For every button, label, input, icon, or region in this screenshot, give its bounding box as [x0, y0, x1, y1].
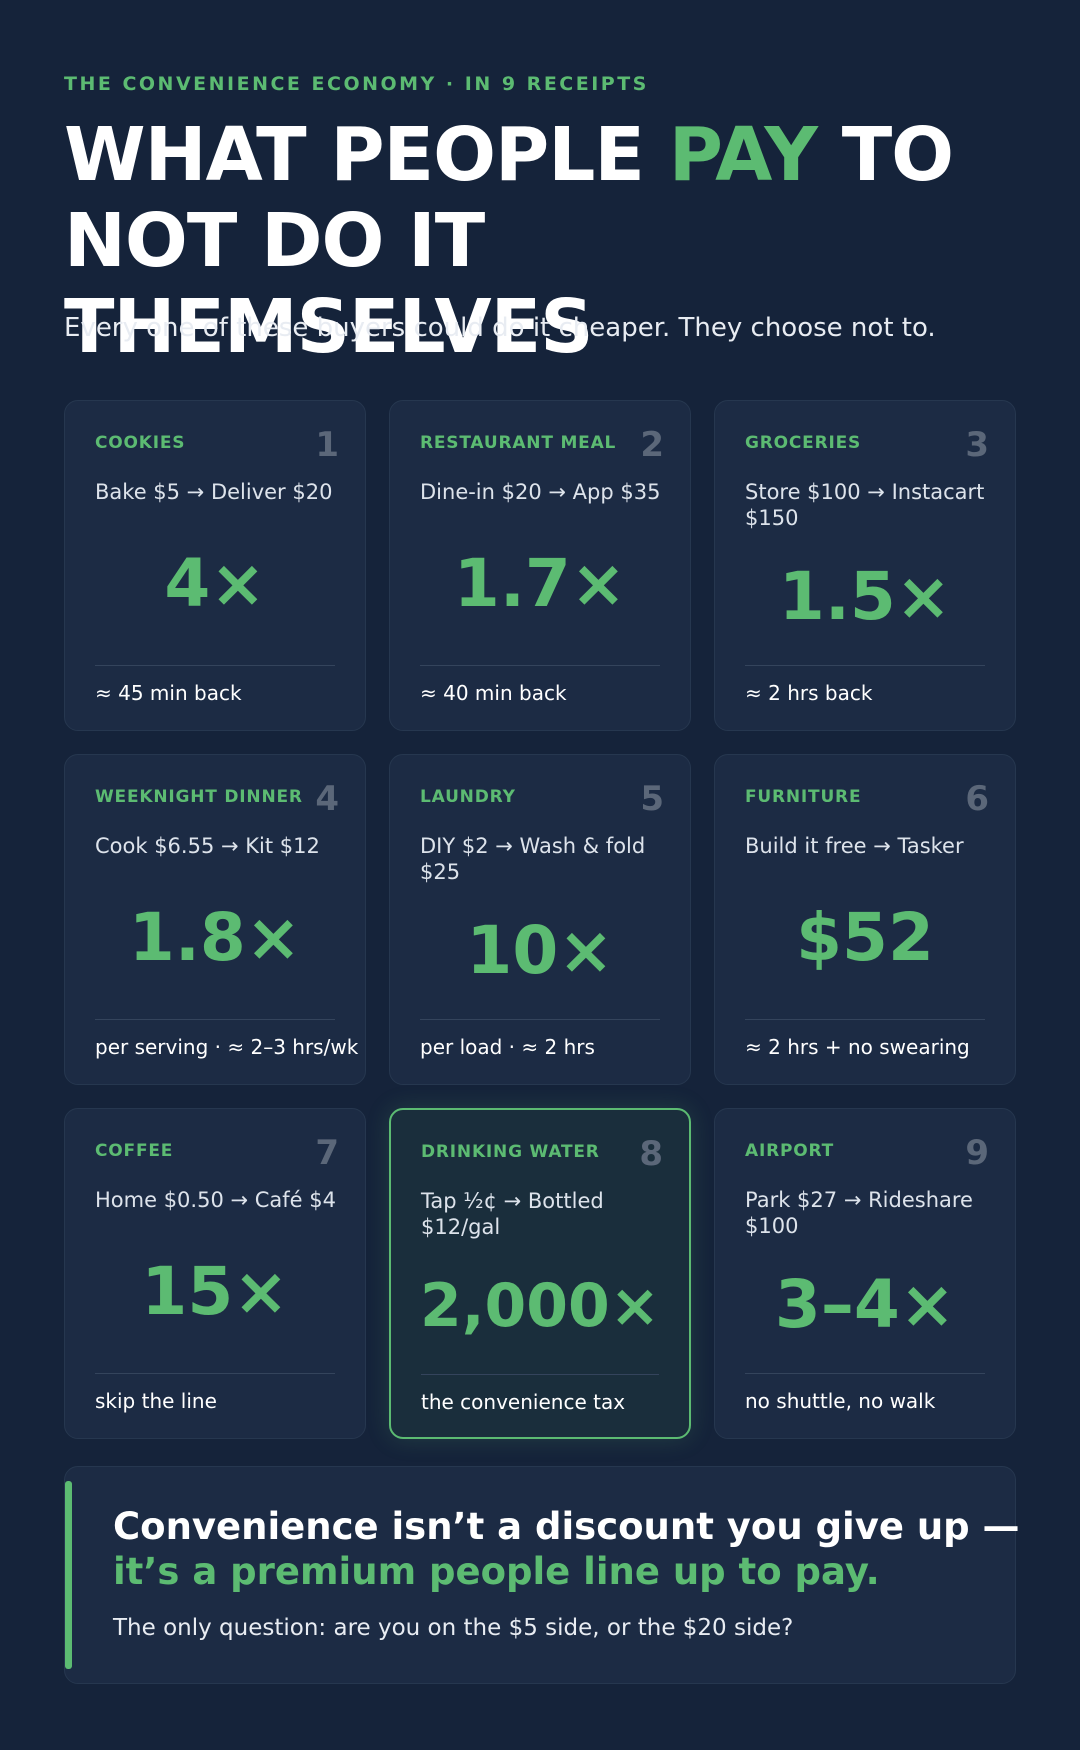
card-label: GROCERIES [745, 433, 862, 453]
card-description: Dine-in $20 → App $35 [420, 480, 661, 504]
card-weeknight-dinner: WEEKNIGHT DINNER 4 Cook $6.55 → Kit $12 … [64, 754, 366, 1085]
callout-question: The only question: are you on the $5 sid… [113, 1615, 794, 1641]
card-description: Park $27 → Rideshare $100 [745, 1188, 973, 1238]
card-multiplier: 1.5× [778, 558, 952, 635]
card-airport: AIRPORT 9 Park $27 → Rideshare $100 3–4×… [714, 1108, 1016, 1439]
card-label: WEEKNIGHT DINNER [95, 787, 303, 807]
card-divider [745, 665, 985, 666]
card-multiplier: 2,000× [419, 1271, 661, 1341]
card-multiplier: 3–4× [774, 1266, 956, 1343]
card-note: skip the line [95, 1389, 217, 1413]
card-divider [95, 665, 335, 666]
card-note: per load · ≈ 2 hrs [420, 1035, 595, 1059]
title-part-1: WHAT PEOPLE [64, 112, 669, 198]
card-number: 4 [315, 779, 339, 819]
card-number: 9 [965, 1133, 989, 1173]
card-multiplier: 10× [466, 912, 614, 989]
card-price: $52 [796, 899, 934, 976]
card-description: Home $0.50 → Café $4 [95, 1188, 336, 1212]
card-divider [95, 1019, 335, 1020]
card-description: Store $100 → Instacart $150 [745, 480, 985, 530]
card-furniture: FURNITURE 6 Build it free → Tasker $52 ≈… [714, 754, 1016, 1085]
card-note: per serving · ≈ 2–3 hrs/wk [95, 1035, 359, 1059]
card-label: DRINKING WATER [421, 1142, 600, 1162]
card-multiplier: 4× [164, 545, 266, 622]
card-divider [745, 1019, 985, 1020]
card-description: Cook $6.55 → Kit $12 [95, 834, 320, 858]
card-description: Tap ½¢ → Bottled $12/gal [421, 1189, 604, 1239]
receipts-grid: COOKIES 1 Bake $5 → Deliver $20 4× ≈ 45 … [64, 400, 1016, 1439]
callout-headline: Convenience isn’t a discount you give up… [113, 1505, 1020, 1548]
card-drinking-water: DRINKING WATER 8 Tap ½¢ → Bottled $12/ga… [389, 1108, 691, 1439]
card-note: ≈ 2 hrs back [745, 681, 873, 705]
conclusion-callout: Convenience isn’t a discount you give up… [64, 1466, 1020, 1684]
card-laundry: LAUNDRY 5 DIY $2 → Wash & fold $25 10× p… [389, 754, 691, 1085]
card-number: 5 [640, 779, 664, 819]
card-note: ≈ 2 hrs + no swearing [745, 1035, 970, 1059]
card-restaurant-meal: RESTAURANT MEAL 2 Dine-in $20 → App $35 … [389, 400, 691, 731]
card-note: the convenience tax [421, 1390, 626, 1414]
card-multiplier: 1.7× [453, 545, 627, 622]
card-divider [420, 1019, 660, 1020]
card-divider [745, 1373, 985, 1374]
card-multiplier: 15× [141, 1253, 289, 1330]
card-divider [95, 1373, 335, 1374]
card-coffee: COFFEE 7 Home $0.50 → Café $4 15× skip t… [64, 1108, 366, 1439]
card-label: RESTAURANT MEAL [420, 433, 617, 453]
card-number: 8 [639, 1134, 663, 1174]
card-note: ≈ 40 min back [420, 681, 567, 705]
card-number: 7 [315, 1133, 339, 1173]
card-note: ≈ 45 min back [95, 681, 242, 705]
card-label: COOKIES [95, 433, 186, 453]
page-title: WHAT PEOPLE PAY TO NOT DO IT THEMSELVES [64, 112, 1024, 370]
card-divider [421, 1374, 659, 1375]
card-divider [420, 665, 660, 666]
callout-accent-bar [65, 1481, 72, 1669]
title-part-2: TO NOT DO IT THEMSELVES [64, 112, 954, 370]
card-label: AIRPORT [745, 1141, 835, 1161]
card-number: 6 [965, 779, 989, 819]
callout-headline-accent: it’s a premium people line up to pay. [113, 1550, 880, 1593]
card-multiplier: 1.8× [128, 899, 302, 976]
eyebrow: THE CONVENIENCE ECONOMY · IN 9 RECEIPTS [64, 73, 649, 95]
card-label: LAUNDRY [420, 787, 516, 807]
title-accent: PAY [668, 112, 818, 198]
card-description: DIY $2 → Wash & fold $25 [420, 834, 646, 884]
card-number: 1 [315, 425, 339, 465]
card-note: no shuttle, no walk [745, 1389, 936, 1413]
card-label: FURNITURE [745, 787, 862, 807]
card-number: 3 [965, 425, 989, 465]
card-cookies: COOKIES 1 Bake $5 → Deliver $20 4× ≈ 45 … [64, 400, 366, 731]
card-groceries: GROCERIES 3 Store $100 → Instacart $150 … [714, 400, 1016, 731]
card-description: Bake $5 → Deliver $20 [95, 480, 333, 504]
card-label: COFFEE [95, 1141, 174, 1161]
subtitle: Every one of these buyers could do it ch… [64, 313, 936, 343]
card-number: 2 [640, 425, 664, 465]
card-description: Build it free → Tasker [745, 834, 964, 858]
